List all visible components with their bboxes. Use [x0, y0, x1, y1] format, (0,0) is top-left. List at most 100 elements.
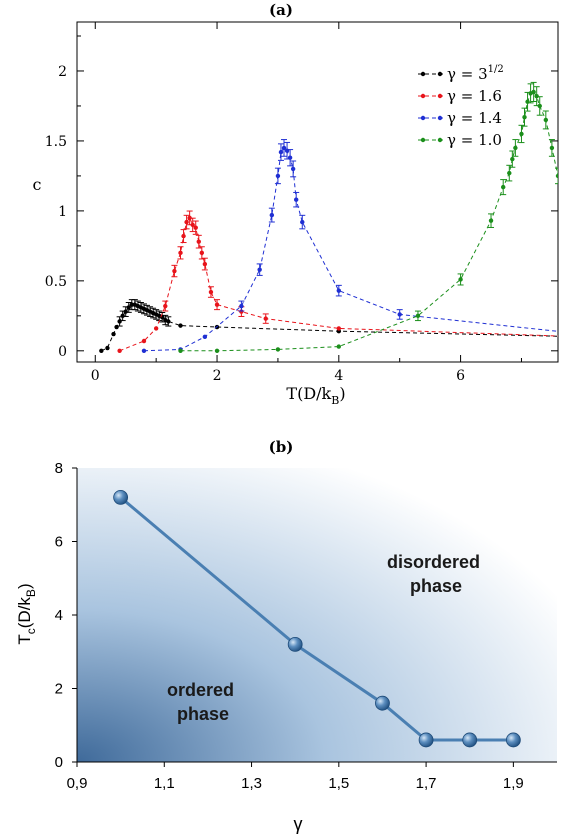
panel-a-xtick-label: 6 [456, 368, 465, 384]
legend-marker [437, 115, 443, 121]
data-point [300, 219, 305, 225]
legend-marker [420, 71, 426, 77]
legend-marker [420, 115, 426, 121]
annotation-ordered-phase: ordered phase [167, 680, 239, 724]
legend-label: γ = 1.4 [447, 109, 502, 127]
data-point [290, 166, 296, 172]
data-point [141, 338, 147, 344]
data-point [117, 319, 122, 324]
data-point [117, 348, 122, 354]
data-point [293, 197, 299, 202]
legend-marker [420, 93, 426, 99]
data-point [287, 155, 293, 160]
legend-marker [437, 93, 443, 99]
legend-marker [437, 71, 443, 77]
data-point [336, 344, 342, 349]
panel-a-legend: γ = 31/2 γ = 1.6 γ = 1.4 γ = 1.0 [418, 64, 504, 149]
data-point [99, 348, 104, 354]
data-point [549, 145, 555, 151]
panel-a-ytick-label: 1.5 [45, 134, 67, 150]
data-point [111, 331, 116, 337]
panel-b-ticks: 0,9 1,1 1,3 1,5 1,7 1,9 0 2 4 6 8 [55, 460, 524, 792]
series-line-0 [101, 304, 558, 352]
data-point [166, 319, 171, 324]
data-point [257, 267, 262, 272]
panel-b-background [77, 468, 557, 762]
data-point [105, 345, 110, 351]
data-point [397, 312, 402, 317]
panel-b-xtick-label: 1,9 [503, 775, 524, 792]
data-point [178, 323, 183, 328]
data-point [336, 326, 342, 331]
panel-b-ytick-label: 8 [55, 460, 63, 477]
panel-a-ytick-label: 0 [58, 344, 67, 360]
panel-b-series [113, 489, 521, 748]
data-point [193, 225, 198, 230]
data-point [507, 170, 512, 176]
data-point [555, 173, 558, 179]
legend-label: γ = 1.6 [447, 87, 502, 105]
panel-a-ytick-label: 0.5 [45, 274, 67, 290]
data-point [202, 334, 208, 340]
data-point [458, 277, 463, 282]
data-point [269, 212, 275, 218]
legend-marker [420, 137, 426, 143]
data-point [178, 250, 183, 256]
data-point [501, 184, 506, 190]
data-point [531, 89, 536, 95]
data-point [543, 117, 549, 123]
data-point [275, 347, 281, 352]
data-point [184, 219, 189, 225]
data-point [519, 131, 524, 137]
panel-a-ytick-label: 2 [58, 64, 67, 80]
data-point [172, 268, 177, 274]
panel-b-label: (b) [269, 438, 294, 456]
data-point [537, 103, 542, 109]
panel-b-xtick-label: 1,5 [328, 775, 349, 792]
phase-boundary-point [418, 732, 434, 748]
data-point [513, 145, 518, 151]
panel-a-xtick-label: 2 [213, 368, 222, 384]
data-point [123, 309, 128, 314]
data-point [278, 149, 284, 155]
data-point [522, 114, 527, 120]
panel-a-ytick-label: 1 [58, 204, 67, 220]
data-point [199, 250, 205, 256]
data-point [281, 145, 287, 151]
data-point [208, 289, 214, 295]
legend-label: γ = 31/2 [447, 64, 504, 83]
panel-a: (a) 0 2 4 600.511.52 c T(D/kB) γ = 31/2γ = … [33, 1, 559, 407]
data-point [263, 316, 268, 321]
data-point [275, 173, 281, 179]
panel-a-ylabel: c [33, 175, 42, 194]
panel-a-axes: 0 2 4 6 0 0.5 1 1.5 2 [45, 22, 558, 384]
legend-marker [437, 137, 443, 143]
panel-a-xtick-label: 4 [334, 368, 343, 384]
phase-boundary-point [375, 695, 390, 711]
panel-a-series [99, 81, 558, 354]
panel-b-ytick-label: 4 [55, 607, 63, 624]
panel-b-xtick-label: 1,3 [241, 775, 262, 792]
data-point [214, 302, 220, 307]
panel-b-ytick-label: 2 [55, 681, 63, 698]
data-point [190, 222, 195, 228]
panel-b: (b) 0,9 1,1 1,3 1,5 1,7 1,9 0 2 4 6 8 γ Tc(D/kB) d… [15, 438, 557, 834]
legend-label: γ = 1.0 [447, 131, 502, 149]
data-point [214, 348, 220, 354]
annotation-disordered-phase: disordered phase [387, 552, 485, 596]
panel-b-xtick-label: 1,1 [154, 775, 175, 792]
data-point [153, 326, 159, 331]
panel-b-xtick-label: 0,9 [67, 775, 88, 792]
phase-boundary-point [113, 489, 129, 505]
series-line-2 [143, 147, 558, 352]
panel-b-ytick-label: 6 [55, 534, 63, 551]
data-point [239, 303, 244, 309]
panel-b-xlabel: γ [294, 814, 303, 834]
data-point [336, 288, 342, 293]
panel-a-xlabel: T(D/kB) [286, 384, 345, 407]
data-point [129, 302, 134, 307]
data-point [114, 324, 119, 330]
data-point [141, 348, 147, 354]
data-point [510, 156, 515, 162]
data-point [187, 215, 192, 221]
